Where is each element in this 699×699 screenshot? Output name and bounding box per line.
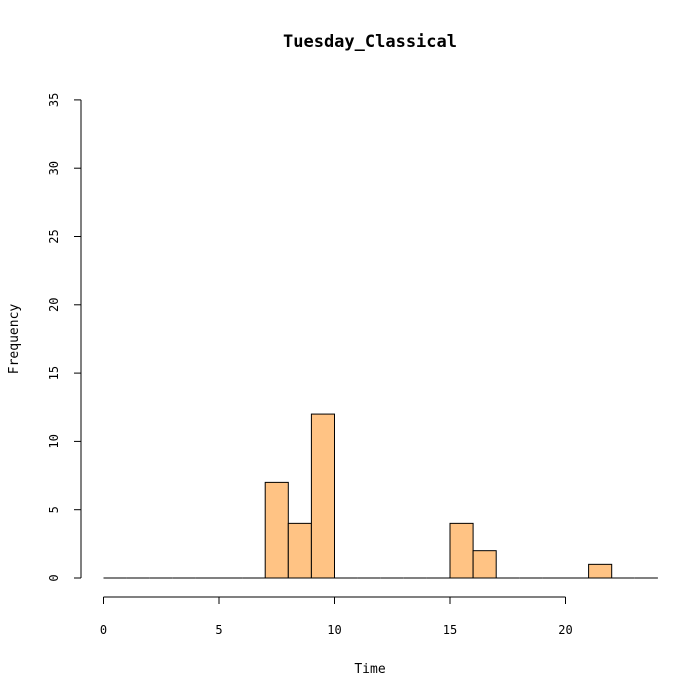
x-tick-label: 5 bbox=[215, 623, 222, 637]
x-tick-label: 15 bbox=[443, 623, 457, 637]
y-tick-label: 35 bbox=[47, 93, 61, 107]
x-tick-label: 20 bbox=[558, 623, 572, 637]
chart-title: Tuesday_Classical bbox=[283, 32, 457, 52]
y-tick-label: 10 bbox=[47, 434, 61, 448]
x-tick-label: 10 bbox=[327, 623, 341, 637]
x-axis-label: Time bbox=[354, 662, 385, 677]
y-tick-label: 15 bbox=[47, 366, 61, 380]
y-axis: 0 5 10 15 20 25 30 35 bbox=[47, 93, 82, 582]
histogram-bar bbox=[287, 522, 312, 579]
y-tick-label: 30 bbox=[47, 161, 61, 175]
histogram-bar bbox=[310, 413, 335, 579]
x-axis: 0 5 10 15 20 bbox=[100, 596, 573, 637]
histogram-bar bbox=[264, 481, 289, 579]
y-tick-label: 0 bbox=[47, 574, 61, 581]
x-tick-label: 0 bbox=[100, 623, 107, 637]
y-tick-label: 25 bbox=[47, 229, 61, 243]
y-tick-label: 5 bbox=[47, 506, 61, 513]
histogram-bar bbox=[449, 522, 474, 579]
y-tick-label: 20 bbox=[47, 298, 61, 312]
y-axis-label: Frequency bbox=[7, 304, 22, 375]
histogram-bar bbox=[472, 550, 497, 579]
histogram-bar bbox=[588, 563, 613, 579]
bars-group bbox=[103, 413, 658, 579]
